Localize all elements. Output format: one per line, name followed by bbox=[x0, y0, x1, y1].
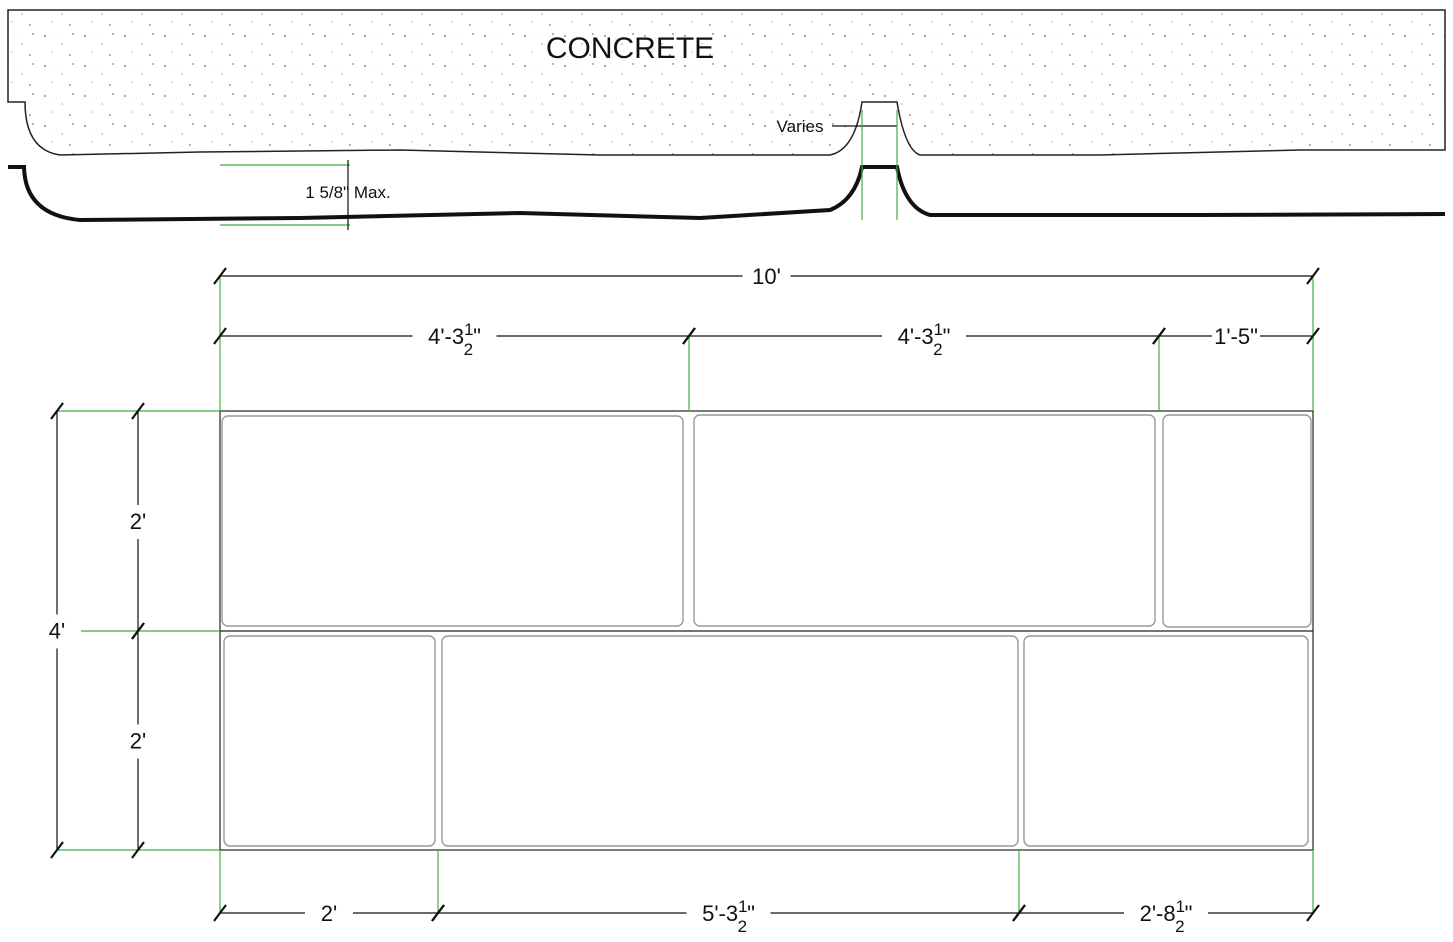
dim-tick bbox=[131, 622, 145, 640]
varies-label: Varies bbox=[777, 117, 824, 136]
dim-label: 4'-31 2" bbox=[898, 320, 951, 359]
stone bbox=[223, 635, 436, 847]
dim-label: 10' bbox=[752, 264, 781, 289]
dim-whole: 4'-3 bbox=[428, 324, 464, 349]
dim-tick bbox=[1306, 267, 1320, 285]
stone bbox=[1162, 414, 1312, 628]
dim-unit: " bbox=[1185, 901, 1193, 926]
dim-whole: 2' bbox=[130, 509, 146, 534]
dim-den: 2 bbox=[933, 340, 942, 359]
label-bg bbox=[305, 897, 353, 931]
dim-label: 2'-81 2" bbox=[1140, 897, 1193, 936]
stone bbox=[1023, 635, 1309, 847]
dim-tick bbox=[1306, 327, 1320, 345]
dim-tick bbox=[1306, 904, 1320, 922]
dim-label: 1'-5" bbox=[1214, 324, 1258, 349]
dim-tick bbox=[131, 841, 145, 859]
dim-label: 2' bbox=[130, 729, 146, 754]
dim-whole: 2'-8 bbox=[1140, 901, 1176, 926]
dim-tick bbox=[213, 267, 227, 285]
dim-whole: 1'-5" bbox=[1214, 324, 1258, 349]
dim-den: 2 bbox=[1175, 917, 1184, 936]
label-bg bbox=[33, 614, 81, 649]
dim-num: 1 bbox=[738, 897, 747, 916]
label-bg bbox=[412, 320, 497, 354]
stone bbox=[441, 635, 1019, 847]
dim-den: 2 bbox=[738, 917, 747, 936]
label-bg bbox=[114, 724, 162, 759]
dim-label: 2' bbox=[321, 901, 337, 926]
stone bbox=[221, 415, 684, 627]
label-bg bbox=[114, 505, 162, 539]
label-bg bbox=[1212, 320, 1260, 354]
dim-unit: " bbox=[943, 324, 951, 349]
concrete bbox=[7, 9, 1446, 156]
label-bg bbox=[882, 320, 966, 354]
dim-tick bbox=[50, 841, 64, 859]
dim-num: 1 bbox=[464, 320, 473, 339]
dim-tick bbox=[1012, 904, 1026, 922]
dim-label: 4' bbox=[49, 619, 65, 644]
material-label: CONCRETE bbox=[546, 32, 714, 65]
dim-label: 2' bbox=[130, 509, 146, 534]
dim-whole: 2' bbox=[321, 901, 337, 926]
dim-whole: 4'-3 bbox=[898, 324, 934, 349]
dim-label: 4'-31 2" bbox=[428, 320, 481, 359]
dim-whole: 5'-3 bbox=[702, 901, 738, 926]
dim-den: 2 bbox=[464, 340, 473, 359]
dim-label: 5'-31 2" bbox=[702, 897, 755, 936]
dim-num: 1 bbox=[1176, 897, 1185, 916]
dim-num: 1 bbox=[934, 320, 943, 339]
stone bbox=[693, 414, 1156, 627]
dim-unit: " bbox=[747, 901, 755, 926]
dim-whole: 4' bbox=[49, 619, 65, 644]
dim-tick bbox=[682, 327, 696, 345]
stamp-liner bbox=[8, 165, 1446, 223]
dim-unit: " bbox=[473, 324, 481, 349]
label-bg bbox=[1124, 897, 1208, 931]
dim-whole: 2' bbox=[130, 729, 146, 754]
dim-tick bbox=[431, 904, 445, 922]
stones bbox=[221, 414, 1312, 847]
dim-tick bbox=[50, 402, 64, 420]
dim-tick bbox=[213, 327, 227, 345]
label-bg bbox=[686, 897, 771, 931]
depth-label: 1 5/8" Max. bbox=[305, 183, 390, 202]
dim-tick bbox=[213, 904, 227, 922]
dim-tick bbox=[131, 402, 145, 420]
dim-whole: 10' bbox=[752, 264, 781, 289]
dim-tick bbox=[1152, 327, 1166, 345]
label-bg bbox=[742, 260, 791, 294]
